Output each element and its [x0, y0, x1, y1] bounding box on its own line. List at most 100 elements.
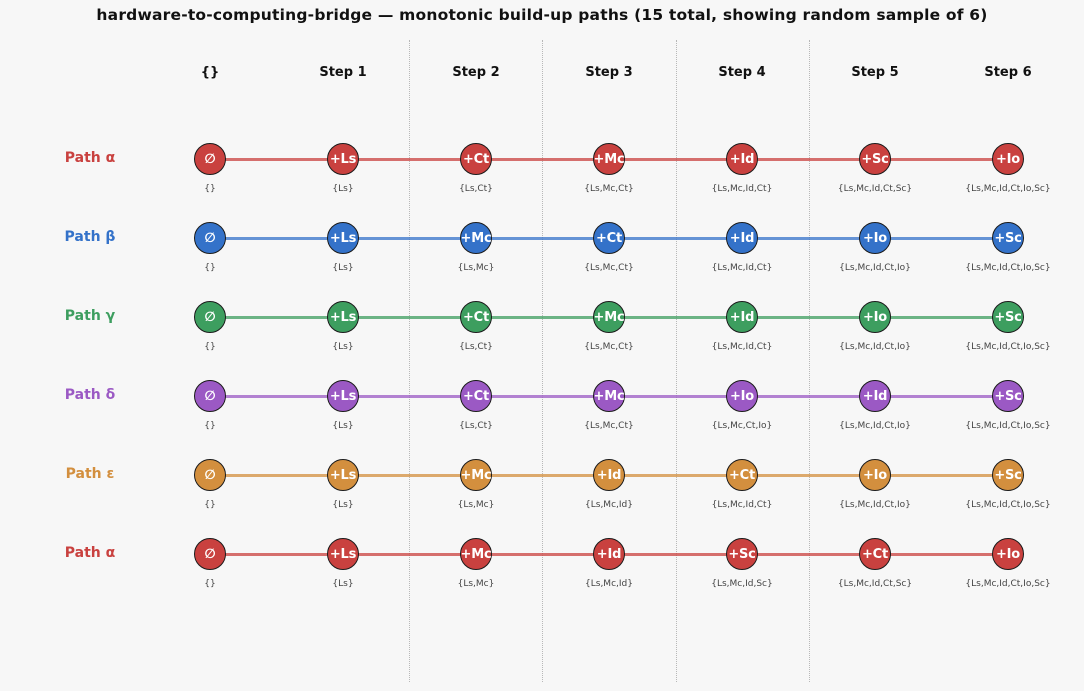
node-label: +Io: [862, 467, 888, 483]
path-node: +Mc: [460, 459, 492, 491]
node-label: +Io: [862, 309, 888, 325]
path-label: Path α: [64, 150, 116, 166]
node-set-label: {Ls,Mc,Id,Ct}: [711, 184, 773, 194]
node-set-label: {Ls,Mc,Ct}: [584, 263, 634, 273]
node-label: +Io: [729, 388, 755, 404]
node-set-label: {Ls,Mc,Id,Ct,Io}: [839, 342, 911, 352]
node-label: +Mc: [593, 309, 625, 325]
node-set-label: {Ls,Ct}: [459, 421, 493, 431]
node-label: +Id: [596, 467, 622, 483]
node-set-label: {Ls,Mc,Id,Ct,Sc}: [837, 579, 913, 589]
node-set-label: {Ls,Mc,Id,Ct,Io}: [839, 263, 911, 273]
node-label: +Id: [729, 151, 755, 167]
path-node: ∅: [194, 380, 226, 412]
node-label: +Ct: [595, 230, 623, 246]
node-set-label: {Ls,Mc}: [457, 263, 495, 273]
column-separator: [809, 40, 810, 682]
node-label: +Id: [596, 546, 622, 562]
node-set-label: {Ls,Mc,Id}: [585, 500, 633, 510]
node-set-label: {Ls,Mc,Id,Ct}: [711, 342, 773, 352]
path-node: +Mc: [593, 380, 625, 412]
node-label: ∅: [204, 309, 216, 325]
node-set-label: {Ls,Mc,Id,Ct,Io}: [839, 500, 911, 510]
path-node: +Ct: [460, 301, 492, 333]
path-node: +Ls: [327, 301, 359, 333]
node-label: +Ct: [728, 467, 756, 483]
node-label: ∅: [204, 467, 216, 483]
node-set-label: {Ls}: [332, 579, 354, 589]
node-label: +Ct: [462, 309, 490, 325]
column-separator: [676, 40, 677, 682]
path-node: +Id: [726, 301, 758, 333]
node-set-label: {}: [204, 500, 216, 510]
node-label: +Mc: [460, 467, 492, 483]
path-node: +Id: [726, 222, 758, 254]
node-set-label: {}: [204, 263, 216, 273]
node-label: +Id: [729, 309, 755, 325]
path-node: +Sc: [992, 380, 1024, 412]
diagram-title: hardware-to-computing-bridge — monotonic…: [96, 6, 988, 24]
node-label: +Mc: [460, 230, 492, 246]
node-label: +Sc: [861, 151, 889, 167]
path-node: ∅: [194, 301, 226, 333]
path-node: +Id: [593, 459, 625, 491]
path-node: +Mc: [460, 222, 492, 254]
path-node: +Ls: [327, 380, 359, 412]
node-label: +Mc: [593, 388, 625, 404]
node-set-label: {}: [204, 421, 216, 431]
node-set-label: {Ls,Mc}: [457, 500, 495, 510]
column-separator: [542, 40, 543, 682]
node-label: +Ct: [462, 151, 490, 167]
path-label: Path α: [64, 545, 116, 561]
path-node: +Ls: [327, 143, 359, 175]
path-node: +Sc: [992, 222, 1024, 254]
path-node: +Io: [992, 538, 1024, 570]
column-header: Step 2: [452, 65, 500, 80]
path-node: +Ct: [460, 143, 492, 175]
node-label: +Sc: [994, 467, 1022, 483]
node-label: ∅: [204, 230, 216, 246]
path-node: +Id: [593, 538, 625, 570]
path-node: +Io: [859, 459, 891, 491]
node-set-label: {Ls,Mc,Id,Ct,Io,Sc}: [965, 500, 1051, 510]
node-set-label: {Ls,Mc,Id,Ct,Io}: [839, 421, 911, 431]
node-label: +Ls: [329, 388, 357, 404]
node-set-label: {Ls,Mc,Ct,Io}: [711, 421, 773, 431]
node-label: +Ct: [462, 388, 490, 404]
node-set-label: {Ls,Mc}: [457, 579, 495, 589]
path-node: +Sc: [726, 538, 758, 570]
node-set-label: {Ls,Mc,Id,Ct,Io,Sc}: [965, 184, 1051, 194]
path-node: +Ls: [327, 459, 359, 491]
node-label: +Ls: [329, 309, 357, 325]
path-node: +Io: [859, 222, 891, 254]
column-header: {}: [200, 65, 220, 80]
path-node: +Ct: [859, 538, 891, 570]
node-label: +Ls: [329, 546, 357, 562]
node-set-label: {Ls,Mc,Id,Ct,Io,Sc}: [965, 342, 1051, 352]
node-set-label: {Ls,Mc,Id,Ct,Sc}: [837, 184, 913, 194]
path-node: +Ls: [327, 538, 359, 570]
path-node: +Mc: [593, 143, 625, 175]
node-set-label: {Ls,Mc,Ct}: [584, 421, 634, 431]
path-node: +Io: [859, 301, 891, 333]
node-label: +Io: [995, 151, 1021, 167]
path-node: +Sc: [859, 143, 891, 175]
node-label: +Mc: [460, 546, 492, 562]
node-set-label: {Ls}: [332, 500, 354, 510]
node-set-label: {}: [204, 579, 216, 589]
path-label: Path ε: [65, 466, 115, 482]
node-set-label: {Ls}: [332, 342, 354, 352]
path-node: ∅: [194, 538, 226, 570]
node-label: +Sc: [728, 546, 756, 562]
node-label: ∅: [204, 546, 216, 562]
column-header: Step 5: [851, 65, 899, 80]
node-set-label: {Ls,Ct}: [459, 184, 493, 194]
node-label: +Io: [862, 230, 888, 246]
column-separator: [409, 40, 410, 682]
path-label: Path β: [64, 229, 116, 245]
node-set-label: {Ls,Mc,Id,Sc}: [711, 579, 773, 589]
path-label: Path γ: [64, 308, 116, 324]
path-node: +Mc: [460, 538, 492, 570]
node-set-label: {Ls,Mc,Id}: [585, 579, 633, 589]
node-set-label: {Ls,Mc,Id,Ct,Io,Sc}: [965, 579, 1051, 589]
